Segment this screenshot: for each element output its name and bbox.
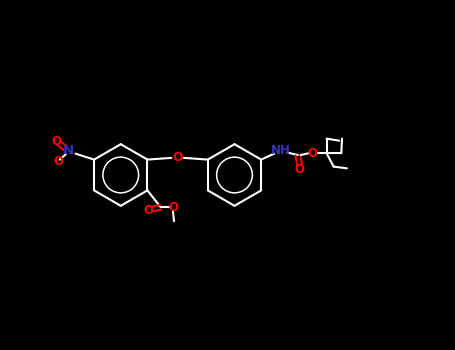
Text: NH: NH	[270, 144, 290, 158]
Text: O: O	[307, 147, 317, 160]
Text: O: O	[143, 203, 153, 217]
Text: O: O	[53, 155, 63, 168]
Text: O: O	[51, 134, 61, 148]
Text: O: O	[295, 163, 305, 176]
Text: O: O	[172, 151, 183, 164]
Text: N: N	[62, 144, 73, 158]
Text: O: O	[168, 201, 178, 214]
